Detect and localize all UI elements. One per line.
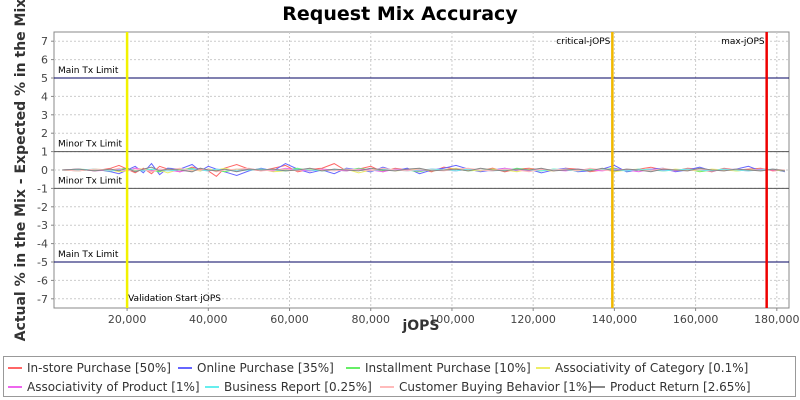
y-tick-label: 2 bbox=[41, 127, 48, 140]
y-tick-label: 0 bbox=[41, 164, 48, 177]
x-tick-label: 120,000 bbox=[510, 313, 556, 326]
legend-item: In-store Purchase [50%] bbox=[8, 359, 171, 377]
x-axis-label: jOPS bbox=[401, 318, 439, 334]
legend-label: Business Report [0.25%] bbox=[224, 380, 372, 394]
y-axis-label: Actual % in the Mix - Expected % in the … bbox=[13, 0, 29, 341]
y-tick-label: 4 bbox=[41, 90, 48, 103]
series-line-7 bbox=[62, 166, 785, 173]
legend-swatch bbox=[8, 385, 22, 388]
legend-item: Customer Buying Behavior [1%] bbox=[380, 378, 592, 396]
limit-line-label: Minor Tx Limit bbox=[58, 140, 123, 150]
x-tick-label: 100,000 bbox=[429, 313, 475, 326]
legend-label: Product Return [2.65%] bbox=[610, 380, 751, 394]
y-tick-label: -6 bbox=[37, 274, 48, 287]
y-tick-label: -2 bbox=[37, 201, 48, 214]
legend-label: Customer Buying Behavior [1%] bbox=[399, 380, 592, 394]
y-tick-label: 6 bbox=[41, 54, 48, 67]
legend-label: Associativity of Category [0.1%] bbox=[555, 361, 749, 375]
legend-item: Associativity of Product [1%] bbox=[8, 378, 200, 396]
y-tick-label: 5 bbox=[41, 72, 48, 85]
y-tick-label: -1 bbox=[37, 182, 48, 195]
legend-label: Installment Purchase [10%] bbox=[365, 361, 531, 375]
legend-item: Business Report [0.25%] bbox=[205, 378, 372, 396]
y-tick-label: 1 bbox=[41, 146, 48, 159]
x-tick-label: 40,000 bbox=[189, 313, 228, 326]
legend-item: Associativity of Category [0.1%] bbox=[536, 359, 748, 377]
y-tick-label: -7 bbox=[37, 293, 48, 306]
marker-line-label: critical-jOPS bbox=[556, 37, 610, 47]
legend-label: Online Purchase [35%] bbox=[197, 361, 334, 375]
x-tick-label: 20,000 bbox=[108, 313, 147, 326]
legend-item: Product Return [2.65%] bbox=[591, 378, 751, 396]
y-tick-label: -4 bbox=[37, 238, 48, 251]
x-tick-label: 140,000 bbox=[592, 313, 638, 326]
y-tick-label: 7 bbox=[41, 35, 48, 48]
marker-line-label: max-jOPS bbox=[721, 37, 765, 47]
chart-legend: In-store Purchase [50%] Online Purchase [… bbox=[3, 356, 796, 397]
legend-swatch bbox=[380, 385, 394, 388]
legend-swatch bbox=[346, 366, 360, 369]
y-tick-label: -5 bbox=[37, 256, 48, 269]
marker-line-label: Validation Start jOPS bbox=[128, 294, 221, 304]
limit-lines: Main Tx Limit Minor Tx Limit Minor Tx Limi… bbox=[54, 66, 789, 263]
legend-label: Associativity of Product [1%] bbox=[27, 380, 200, 394]
limit-line-label: Main Tx Limit bbox=[58, 66, 119, 76]
x-tick-label: 60,000 bbox=[270, 313, 309, 326]
y-axis-ticks: -7 -6 -5 -4 -3 -2 -1 0 1 2 3 4 5 6 7 bbox=[37, 35, 54, 306]
series-lines bbox=[62, 162, 786, 178]
legend-label: In-store Purchase [50%] bbox=[27, 361, 171, 375]
chart-title: Request Mix Accuracy bbox=[282, 3, 518, 25]
marker-lines: Validation Start jOPS critical-jOPS max-jO… bbox=[125, 32, 768, 308]
x-tick-label: 160,000 bbox=[673, 313, 719, 326]
legend-swatch bbox=[178, 366, 192, 369]
legend-swatch bbox=[205, 385, 219, 388]
legend-item: Online Purchase [35%] bbox=[178, 359, 334, 377]
legend-item: Installment Purchase [10%] bbox=[346, 359, 531, 377]
series-line-1 bbox=[62, 162, 786, 177]
x-tick-label: 80,000 bbox=[351, 313, 390, 326]
legend-swatch bbox=[8, 366, 22, 369]
x-axis-ticks: 20,000 40,000 60,000 80,000 100,000 120,000 14… bbox=[108, 308, 800, 326]
limit-line-label: Main Tx Limit bbox=[58, 250, 119, 260]
y-tick-label: -3 bbox=[37, 219, 48, 232]
x-tick-label: 180,000 bbox=[754, 313, 800, 326]
legend-swatch bbox=[591, 385, 605, 388]
limit-line-label: Minor Tx Limit bbox=[58, 176, 123, 186]
legend-swatch bbox=[536, 366, 550, 369]
y-tick-label: 3 bbox=[41, 109, 48, 122]
